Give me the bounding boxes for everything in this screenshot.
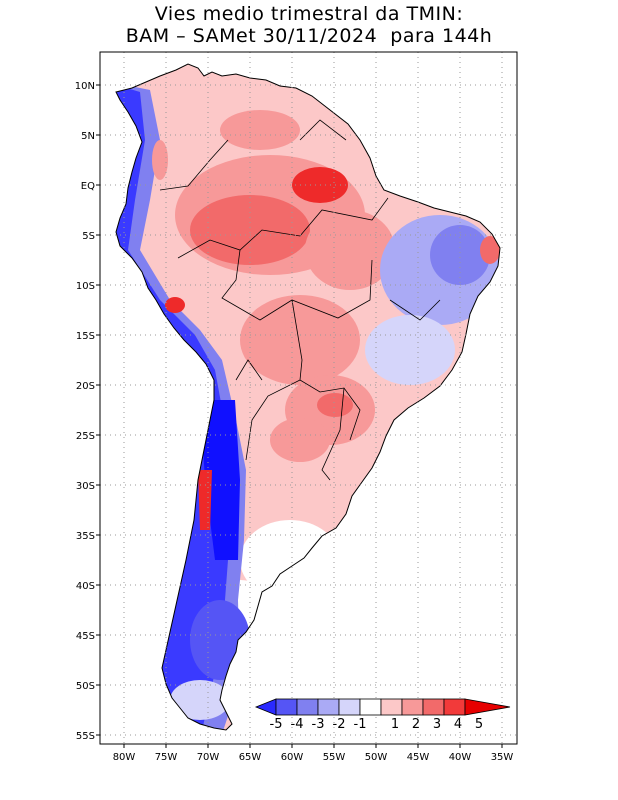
lat-label: 10N [75, 81, 95, 92]
colorbar-label: -5 [270, 717, 283, 732]
lon-label: 45W [407, 752, 430, 763]
map-title-line-1: Vies medio trimestral da TMIN: [154, 3, 464, 25]
colorbar-swatch [317, 698, 340, 716]
lat-label: 25S [76, 431, 95, 442]
lon-label: 55W [323, 752, 346, 763]
lat-label: 15S [76, 331, 95, 342]
colorbar-label: -1 [354, 717, 367, 732]
colorbar-label: 4 [454, 717, 462, 732]
lon-label: 40W [449, 752, 472, 763]
lon-label: 65W [239, 752, 262, 763]
colorbar-swatch [401, 698, 424, 716]
lat-label: 55S [76, 731, 95, 742]
colorbar-label: -2 [333, 717, 346, 732]
bias-field [115, 63, 501, 731]
colorbar-label: -4 [291, 717, 304, 732]
lon-label: 35W [491, 752, 514, 763]
lon-label: 80W [113, 752, 136, 763]
colorbar: -5 -4 -3 -2 -1 1 2 3 4 5 [254, 698, 511, 732]
lat-label: 5S [82, 231, 95, 242]
colorbar-swatch [338, 698, 361, 716]
colorbar-swatch [443, 698, 466, 716]
colorbar-swatch [359, 698, 382, 716]
colorbar-label: 2 [412, 717, 420, 732]
lon-label: 60W [281, 752, 304, 763]
graticule [96, 52, 517, 748]
lat-label: 45S [76, 631, 95, 642]
colorbar-label: 1 [391, 717, 399, 732]
lon-label: 50W [365, 752, 388, 763]
lat-label: 40S [76, 581, 95, 592]
map-frame [99, 51, 518, 745]
lat-label: 10S [76, 281, 95, 292]
lat-label: 20S [76, 381, 95, 392]
latitude-axis: 10N 5N EQ 5S 10S 15S 20S 25S 30S 35S 40S… [75, 81, 95, 742]
lon-label: 75W [155, 752, 178, 763]
longitude-axis: 80W 75W 70W 65W 60W 55W 50W 45W 40W 35W [113, 752, 514, 763]
colorbar-high-arrow [464, 698, 511, 716]
colorbar-swatch [422, 698, 445, 716]
lat-label: 30S [76, 481, 95, 492]
lat-label: EQ [81, 181, 95, 192]
lon-label: 70W [197, 752, 220, 763]
colorbar-swatch [380, 698, 403, 716]
lat-label: 50S [76, 681, 95, 692]
colorbar-low-arrow [254, 698, 277, 716]
lat-label: 35S [76, 531, 95, 542]
lat-label: 5N [81, 131, 95, 142]
colorbar-swatch [275, 698, 298, 716]
colorbar-label: 5 [475, 717, 483, 732]
colorbar-label: -3 [312, 717, 325, 732]
map-title-line-2: BAM – SAMet 30/11/2024 para 144h [125, 25, 493, 47]
colorbar-label: 3 [433, 717, 441, 732]
colorbar-swatch [296, 698, 319, 716]
